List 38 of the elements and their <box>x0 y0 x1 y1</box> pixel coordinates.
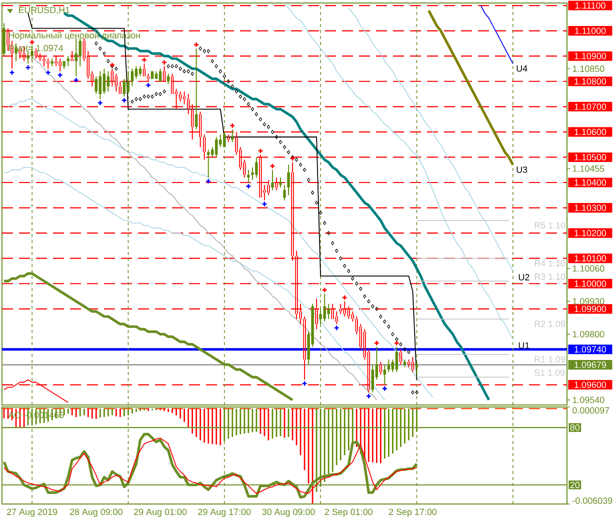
ref-line-label: 1.11000 <box>575 28 606 34</box>
ref-line-label: 1.09679 <box>574 362 606 368</box>
x-tick-label: 27 Aug 2019 <box>7 508 58 517</box>
x-tick-label: 2 Sep 01:00 <box>324 508 372 517</box>
ref-line-label: 1.10100 <box>574 255 606 262</box>
x-tick-label: 29 Aug 01:00 <box>134 508 187 517</box>
y-tick-label: -0.006039 <box>572 497 612 504</box>
x-tick-label: 2 Sep 17:00 <box>389 508 437 517</box>
ref-line-label: 1.10400 <box>574 179 606 186</box>
y-tick-label: 1.10455 <box>572 165 604 172</box>
ref-line-label: 1.09740 <box>574 346 606 353</box>
ref-line-label: 1.10200 <box>574 230 606 236</box>
ref-line-label: 1.10600 <box>574 128 606 136</box>
chart-title: EURUSD,H1 <box>18 6 70 14</box>
annotation: U2 <box>518 274 530 280</box>
x-tick-label: 30 Aug 09:00 <box>262 508 315 517</box>
ref-line-label: 1.10000 <box>574 280 606 287</box>
y-tick-label: 1.10850 <box>572 66 604 72</box>
y-tick-label: 1.09800 <box>572 331 604 338</box>
ref-line-label: 1.10800 <box>574 78 606 85</box>
y-tick-label: 1.10060 <box>572 265 604 272</box>
y2-tick-label: 80 <box>570 424 580 431</box>
y-tick-label: 1.09930 <box>572 298 604 305</box>
ref-line-label: 1.09900 <box>574 306 606 312</box>
ref-line-label: 1.10700 <box>574 103 606 110</box>
x-tick-label: 29 Aug 17:00 <box>198 508 251 517</box>
ref-line-label: 1.10900 <box>574 52 606 60</box>
y2-tick-label: 20 <box>570 482 580 488</box>
annotation: U1 <box>518 342 530 349</box>
ref-line-label: 1.11100 <box>575 2 606 9</box>
y-tick-label: 1.09540 <box>572 396 604 404</box>
series-label: U4 <box>516 65 528 72</box>
x-tick-label: 28 Aug 09:00 <box>70 508 122 517</box>
ref-line-label: 1.10300 <box>574 204 606 211</box>
ref-line-label: 1.09600 <box>574 382 606 388</box>
ref-line-label: 1.10500 <box>574 154 606 160</box>
series-label: U3 <box>516 166 528 173</box>
y-tick-label: 0.000097 <box>572 407 610 414</box>
